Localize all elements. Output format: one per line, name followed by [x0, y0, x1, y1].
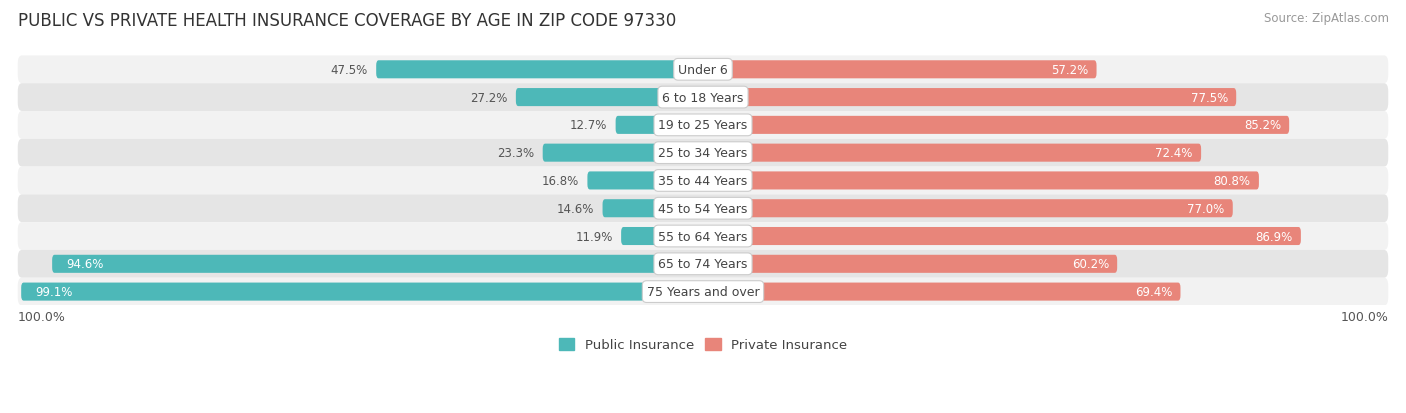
- Text: 45 to 54 Years: 45 to 54 Years: [658, 202, 748, 215]
- FancyBboxPatch shape: [18, 84, 1388, 112]
- FancyBboxPatch shape: [18, 56, 1388, 84]
- Text: 100.0%: 100.0%: [1340, 310, 1388, 323]
- FancyBboxPatch shape: [516, 89, 703, 107]
- Legend: Public Insurance, Private Insurance: Public Insurance, Private Insurance: [555, 335, 851, 354]
- Text: 94.6%: 94.6%: [66, 258, 103, 271]
- Text: Source: ZipAtlas.com: Source: ZipAtlas.com: [1264, 12, 1389, 25]
- FancyBboxPatch shape: [703, 116, 1289, 135]
- Text: 11.9%: 11.9%: [575, 230, 613, 243]
- Text: 77.5%: 77.5%: [1191, 91, 1227, 104]
- FancyBboxPatch shape: [616, 116, 703, 135]
- Text: 19 to 25 Years: 19 to 25 Years: [658, 119, 748, 132]
- FancyBboxPatch shape: [21, 283, 703, 301]
- Text: 16.8%: 16.8%: [541, 175, 579, 188]
- Text: 57.2%: 57.2%: [1052, 64, 1088, 76]
- Text: 80.8%: 80.8%: [1213, 175, 1251, 188]
- Text: 47.5%: 47.5%: [330, 64, 368, 76]
- Text: 25 to 34 Years: 25 to 34 Years: [658, 147, 748, 160]
- Text: 6 to 18 Years: 6 to 18 Years: [662, 91, 744, 104]
- FancyBboxPatch shape: [52, 255, 703, 273]
- Text: 65 to 74 Years: 65 to 74 Years: [658, 258, 748, 271]
- FancyBboxPatch shape: [703, 283, 1181, 301]
- FancyBboxPatch shape: [703, 61, 1097, 79]
- FancyBboxPatch shape: [621, 228, 703, 245]
- FancyBboxPatch shape: [18, 250, 1388, 278]
- FancyBboxPatch shape: [18, 223, 1388, 250]
- FancyBboxPatch shape: [703, 89, 1236, 107]
- FancyBboxPatch shape: [18, 195, 1388, 223]
- Text: 77.0%: 77.0%: [1187, 202, 1225, 215]
- FancyBboxPatch shape: [588, 172, 703, 190]
- Text: 86.9%: 86.9%: [1256, 230, 1292, 243]
- FancyBboxPatch shape: [18, 140, 1388, 167]
- FancyBboxPatch shape: [377, 61, 703, 79]
- FancyBboxPatch shape: [18, 112, 1388, 140]
- Text: 99.1%: 99.1%: [35, 285, 72, 298]
- Text: 27.2%: 27.2%: [470, 91, 508, 104]
- Text: PUBLIC VS PRIVATE HEALTH INSURANCE COVERAGE BY AGE IN ZIP CODE 97330: PUBLIC VS PRIVATE HEALTH INSURANCE COVER…: [18, 12, 676, 30]
- Text: 55 to 64 Years: 55 to 64 Years: [658, 230, 748, 243]
- Text: 12.7%: 12.7%: [569, 119, 607, 132]
- FancyBboxPatch shape: [543, 144, 703, 162]
- Text: 75 Years and over: 75 Years and over: [647, 285, 759, 298]
- Text: 60.2%: 60.2%: [1071, 258, 1109, 271]
- Text: 100.0%: 100.0%: [18, 310, 66, 323]
- FancyBboxPatch shape: [18, 278, 1388, 306]
- Text: 23.3%: 23.3%: [498, 147, 534, 160]
- Text: 14.6%: 14.6%: [557, 202, 595, 215]
- FancyBboxPatch shape: [703, 228, 1301, 245]
- Text: 72.4%: 72.4%: [1156, 147, 1192, 160]
- FancyBboxPatch shape: [703, 255, 1118, 273]
- Text: Under 6: Under 6: [678, 64, 728, 76]
- FancyBboxPatch shape: [18, 167, 1388, 195]
- FancyBboxPatch shape: [603, 200, 703, 218]
- Text: 35 to 44 Years: 35 to 44 Years: [658, 175, 748, 188]
- FancyBboxPatch shape: [703, 200, 1233, 218]
- Text: 85.2%: 85.2%: [1244, 119, 1281, 132]
- FancyBboxPatch shape: [703, 144, 1201, 162]
- FancyBboxPatch shape: [703, 172, 1258, 190]
- Text: 69.4%: 69.4%: [1135, 285, 1173, 298]
